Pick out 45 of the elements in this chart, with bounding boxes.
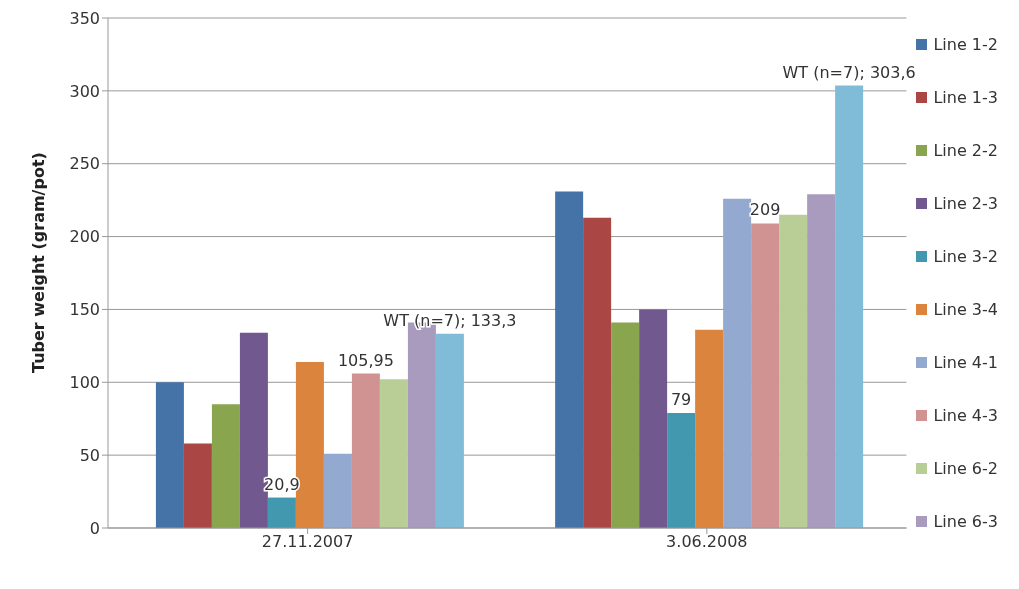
bar bbox=[667, 412, 696, 528]
y-tick-label: 300 bbox=[69, 81, 100, 101]
bar bbox=[835, 85, 864, 528]
bar bbox=[555, 191, 584, 528]
bar bbox=[183, 443, 212, 528]
y-tick-label: 50 bbox=[79, 445, 100, 465]
legend-label: Line 3-2 bbox=[933, 247, 998, 266]
bar bbox=[779, 214, 808, 528]
bar bbox=[379, 379, 408, 528]
y-axis-title: Tuber weight (gram/pot) bbox=[28, 152, 48, 373]
legend-label: Line 1-3 bbox=[933, 88, 998, 107]
y-tick-label: 350 bbox=[69, 8, 100, 28]
y-tick-label: 150 bbox=[69, 300, 100, 320]
bar bbox=[211, 404, 240, 528]
legend-label: Line 2-2 bbox=[933, 141, 998, 160]
y-tick-label: 0 bbox=[89, 518, 100, 538]
data-label: WT (n=7); 133,3 bbox=[383, 310, 517, 330]
bar bbox=[695, 329, 724, 528]
legend-label: Line 2-3 bbox=[933, 194, 998, 213]
bar bbox=[583, 217, 612, 528]
legend-label: Line 4-3 bbox=[933, 406, 998, 425]
data-label: 79 bbox=[670, 389, 692, 409]
legend-label: Line 1-2 bbox=[933, 35, 998, 54]
legend-label: Line 3-4 bbox=[933, 300, 998, 319]
x-tick-label: 27.11.2007 bbox=[261, 532, 354, 552]
bar bbox=[807, 194, 836, 528]
bar bbox=[751, 223, 780, 528]
bar bbox=[351, 373, 380, 528]
bar bbox=[435, 333, 464, 528]
legend-label: Line 6-3 bbox=[933, 512, 998, 531]
y-tick-label: 200 bbox=[69, 227, 100, 247]
bar bbox=[611, 322, 640, 528]
bar bbox=[723, 198, 752, 528]
y-tick-label: 100 bbox=[69, 372, 100, 392]
bar bbox=[155, 382, 184, 528]
bar bbox=[267, 497, 296, 528]
data-label: WT (n=7); 303,6 bbox=[782, 62, 916, 82]
bar bbox=[323, 453, 352, 528]
bar bbox=[639, 309, 668, 528]
legend-label: Line 4-1 bbox=[933, 353, 998, 372]
data-label: 209 bbox=[749, 200, 781, 220]
y-tick-label: 250 bbox=[69, 154, 100, 174]
legend-label: Line 6-2 bbox=[933, 459, 998, 478]
x-tick-label: 3.06.2008 bbox=[666, 532, 748, 552]
data-label: 105,95 bbox=[337, 350, 394, 370]
